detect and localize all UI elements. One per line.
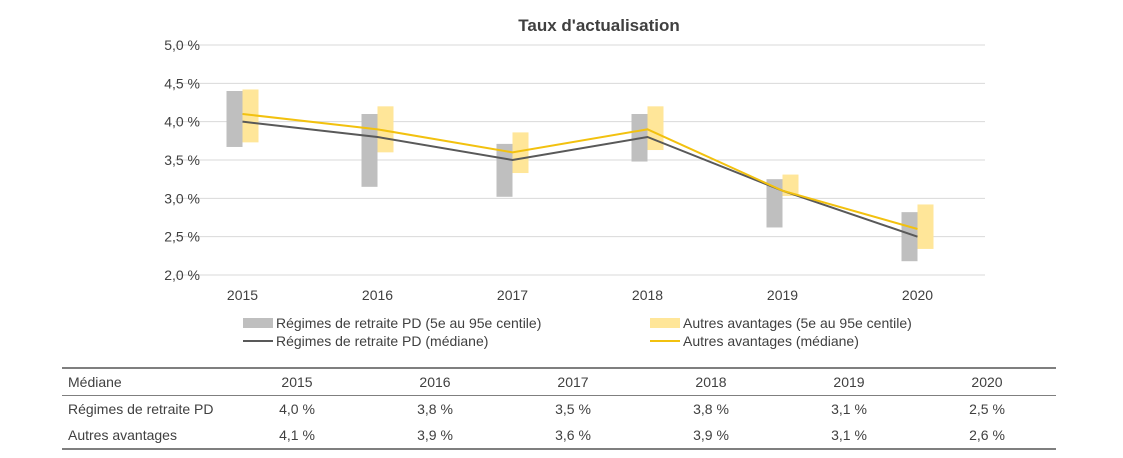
table-header-year: 2017 xyxy=(504,367,642,396)
legend-label-pd-median: Régimes de retraite PD (médiane) xyxy=(276,333,488,349)
table-header-year: 2015 xyxy=(228,367,366,396)
y-axis-tick-labels: 5,0 % 4,5 % 4,0 % 3,5 % 3,0 % 2,5 % 2,0 % xyxy=(164,37,200,283)
table-cell: 2,5 % xyxy=(969,401,1005,417)
pd-range-bar xyxy=(226,91,243,147)
table-cell: 3,6 % xyxy=(504,422,642,450)
pd-range-bar xyxy=(361,114,378,187)
table-cell: 4,0 % xyxy=(279,401,315,417)
table-header-year: 2020 xyxy=(918,367,1056,396)
legend-swatch-other-range xyxy=(650,318,680,328)
other-range-bar xyxy=(242,89,259,143)
x-tick-label: 2020 xyxy=(902,287,933,303)
median-table: Médiane 2015 2016 2017 2018 2019 2020 Ré… xyxy=(62,367,1056,450)
pd-median-line xyxy=(242,120,918,238)
legend-label-pd-range: Régimes de retraite PD (5e au 95e centil… xyxy=(276,315,541,331)
other-range-bar xyxy=(917,204,934,249)
y-tick-label: 4,5 % xyxy=(164,75,200,91)
table-header-year: 2016 xyxy=(366,367,504,396)
median-lines xyxy=(242,113,918,238)
chart-title: Taux d'actualisation xyxy=(518,16,679,35)
legend-label-other-range: Autres avantages (5e au 95e centile) xyxy=(683,315,912,331)
table-cell: 3,9 % xyxy=(366,422,504,450)
table-header-year: 2019 xyxy=(780,367,918,396)
other-range-bar xyxy=(512,132,529,174)
table-cell: 3,1 % xyxy=(780,422,918,450)
x-tick-label: 2019 xyxy=(767,287,798,303)
row-label: Régimes de retraite PD xyxy=(68,401,214,417)
legend: Régimes de retraite PD (5e au 95e centil… xyxy=(243,315,912,349)
x-axis-tick-labels: 2015 2016 2017 2018 2019 2020 xyxy=(227,287,933,303)
y-tick-label: 2,5 % xyxy=(164,229,200,245)
y-tick-label: 4,0 % xyxy=(164,114,200,130)
other-median-line xyxy=(242,113,918,230)
table-header-year: 2018 xyxy=(642,367,780,396)
x-tick-label: 2016 xyxy=(362,287,393,303)
table-cell: 3,1 % xyxy=(831,401,867,417)
gridlines xyxy=(175,44,985,276)
percentile-range-bars xyxy=(226,89,934,262)
legend-label-other-median: Autres avantages (médiane) xyxy=(683,333,859,349)
other-range-bar xyxy=(377,106,394,153)
x-tick-label: 2015 xyxy=(227,287,258,303)
y-tick-label: 5,0 % xyxy=(164,37,200,53)
x-tick-label: 2018 xyxy=(632,287,663,303)
other-range-bar xyxy=(782,174,799,197)
pd-range-bar xyxy=(766,179,783,228)
table-cell: 3,8 % xyxy=(693,401,729,417)
table-cell: 4,1 % xyxy=(228,422,366,450)
legend-swatch-pd-range xyxy=(243,318,273,328)
y-tick-label: 3,0 % xyxy=(164,190,200,206)
pd-range-bar xyxy=(901,212,918,262)
table-cell: 3,5 % xyxy=(555,401,591,417)
x-tick-label: 2017 xyxy=(497,287,528,303)
table-row: Régimes de retraite PD 4,0 % 3,8 % 3,5 %… xyxy=(62,396,1056,423)
y-tick-label: 2,0 % xyxy=(164,267,200,283)
row-label: Autres avantages xyxy=(62,422,228,450)
discount-rate-chart: Taux d'actualisation 5,0 % 4,5 % 4,0 % 3,5 … xyxy=(164,16,985,349)
table-cell: 2,6 % xyxy=(918,422,1056,450)
table-cell: 3,8 % xyxy=(417,401,453,417)
table-header-label: Médiane xyxy=(62,367,228,396)
table-row: Autres avantages 4,1 % 3,9 % 3,6 % 3,9 %… xyxy=(62,422,1056,450)
y-tick-label: 3,5 % xyxy=(164,152,200,168)
table-header-row: Médiane 2015 2016 2017 2018 2019 2020 xyxy=(62,367,1056,396)
table-cell: 3,9 % xyxy=(642,422,780,450)
